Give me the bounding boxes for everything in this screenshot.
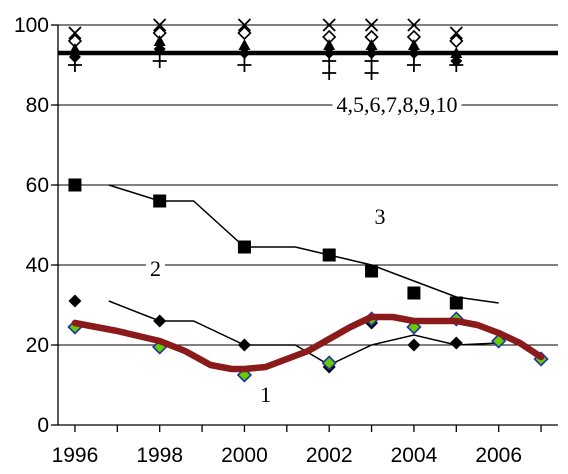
plus-marker bbox=[237, 58, 252, 72]
x-tick-label-2002: 2002 bbox=[306, 444, 353, 467]
diamond-marker bbox=[68, 294, 82, 308]
y-tick-label-40: 40 bbox=[26, 254, 49, 277]
x-tick-label-1996: 1996 bbox=[52, 444, 99, 467]
triangle-marker bbox=[323, 39, 336, 50]
triangle-marker bbox=[407, 39, 420, 50]
plus-marker bbox=[406, 58, 421, 72]
triangle-marker bbox=[365, 39, 378, 50]
square-marker bbox=[68, 178, 82, 192]
triangle-marker bbox=[238, 39, 251, 50]
y-tick-label-60: 60 bbox=[26, 174, 49, 197]
plus-marker bbox=[364, 54, 379, 68]
plus-marker bbox=[322, 54, 337, 68]
annotation-background bbox=[145, 256, 165, 281]
annotation-background bbox=[256, 382, 276, 407]
series-1-thick-smooth-line bbox=[71, 313, 545, 373]
y-tick-label-0: 0 bbox=[37, 414, 49, 437]
x-tick-label-2000: 2000 bbox=[221, 444, 268, 467]
triangle-marker bbox=[450, 47, 463, 58]
diamond-marker bbox=[68, 51, 81, 63]
diamond-marker bbox=[407, 338, 421, 352]
square-marker bbox=[407, 286, 421, 300]
plus-marker bbox=[322, 66, 337, 80]
square-marker bbox=[449, 296, 463, 310]
diamond-marker bbox=[153, 43, 166, 55]
square-marker bbox=[365, 264, 379, 278]
triangle-marker bbox=[68, 43, 81, 54]
triangle-marker bbox=[153, 35, 166, 46]
annotation-background bbox=[332, 92, 462, 117]
grid-lines bbox=[58, 24, 558, 346]
plus-marker bbox=[152, 54, 167, 68]
diamond-marker bbox=[238, 47, 251, 59]
x-marker bbox=[364, 18, 379, 32]
series-3-thin-line bbox=[108, 184, 499, 304]
diamond-marker bbox=[323, 47, 336, 59]
plus-marker bbox=[67, 58, 82, 72]
annotation-label: 2 bbox=[150, 256, 161, 281]
annotation-label: 3 bbox=[375, 204, 386, 229]
x-marker bbox=[407, 18, 421, 32]
axes bbox=[51, 24, 558, 432]
diamond-marker bbox=[407, 47, 420, 59]
x-marker bbox=[153, 18, 167, 32]
green-diamond-marker bbox=[321, 355, 337, 371]
x-tick-label-2006: 2006 bbox=[475, 444, 522, 467]
tick-labels: 0 20 40 60 80 100 1996 1998 2000 2002 2004 2006 4,5,… bbox=[14, 14, 522, 467]
plus-marker bbox=[364, 66, 379, 80]
annotation-label: 1 bbox=[260, 382, 271, 407]
annotation-background bbox=[370, 204, 390, 229]
x-marker bbox=[237, 18, 252, 32]
series-2-thin-line bbox=[108, 300, 499, 366]
y-tick-label-20: 20 bbox=[26, 334, 49, 357]
x-marker bbox=[449, 26, 463, 40]
plot-area bbox=[58, 18, 558, 383]
x-tick-label-2004: 2004 bbox=[391, 444, 438, 467]
x-marker bbox=[322, 18, 336, 32]
y-tick-label-80: 80 bbox=[26, 94, 49, 117]
plus-marker bbox=[449, 58, 464, 72]
diamond-marker bbox=[365, 47, 378, 59]
x-marker bbox=[68, 26, 82, 40]
annotation-label: 4,5,6,7,8,9,10 bbox=[336, 92, 457, 117]
y-tick-label-100: 100 bbox=[14, 14, 49, 37]
x-tick-label-1998: 1998 bbox=[136, 444, 183, 467]
diamond-marker bbox=[449, 336, 463, 350]
